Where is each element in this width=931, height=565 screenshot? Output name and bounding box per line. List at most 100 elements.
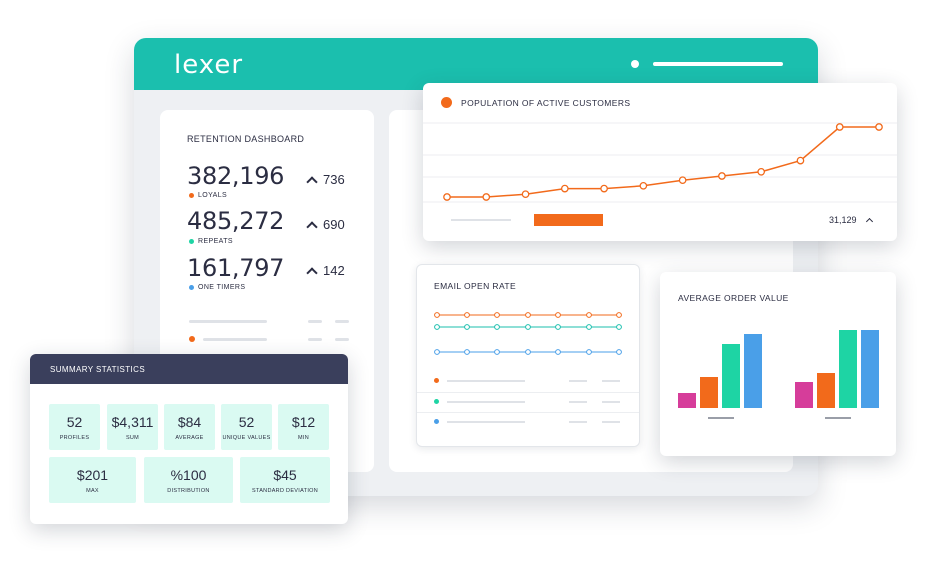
data-point xyxy=(494,312,500,318)
data-point xyxy=(434,312,440,318)
aov-chart xyxy=(678,330,879,419)
data-point xyxy=(464,324,470,330)
stat-tile-unique-values: 52 UNIQUE VALUES xyxy=(221,404,272,450)
data-point xyxy=(555,312,561,318)
up-caret-icon xyxy=(306,176,318,188)
stat-label: DISTRIBUTION xyxy=(167,488,210,494)
data-point xyxy=(616,324,622,330)
data-point xyxy=(494,324,500,330)
up-caret-icon xyxy=(306,221,318,233)
header-status-dot xyxy=(631,60,639,68)
data-point xyxy=(464,349,470,355)
data-point xyxy=(586,324,592,330)
data-point xyxy=(464,312,470,318)
placeholder-bar xyxy=(308,338,322,341)
highlight-bar xyxy=(534,214,603,226)
data-point xyxy=(482,193,491,201)
data-point xyxy=(443,193,451,201)
data-point xyxy=(616,312,622,318)
divider xyxy=(417,392,639,393)
one-timers-label: ONE TIMERS xyxy=(198,284,246,291)
stat-tile-sum: $4,311 SUM xyxy=(107,404,158,450)
population-line xyxy=(447,126,879,198)
one-timers-value: 161,797 xyxy=(187,254,285,282)
placeholder-bar xyxy=(569,421,587,423)
population-card: POPULATION OF ACTIVE CUSTOMERS 31,129 xyxy=(423,83,897,241)
stat-tile-max: $201 MAX xyxy=(49,457,136,503)
data-point xyxy=(525,312,531,318)
data-point xyxy=(835,123,844,131)
data-point xyxy=(494,349,500,355)
population-chart xyxy=(423,122,897,203)
axis-tick xyxy=(825,417,851,419)
stat-label: SUM xyxy=(125,435,140,441)
data-point xyxy=(616,349,622,355)
data-point xyxy=(718,172,726,180)
stat-tile-standard-deviation: $45 STANDARD DEVIATION xyxy=(240,457,330,503)
retention-title: RETENTION DASHBOARD xyxy=(187,134,305,144)
email-title: EMAIL OPEN RATE xyxy=(434,281,517,291)
legend-dot xyxy=(189,336,195,342)
loyals-value: 382,196 xyxy=(187,162,285,190)
loyals-dot xyxy=(189,193,194,198)
data-point xyxy=(560,184,569,193)
aov-bar xyxy=(795,382,813,408)
placeholder-bar xyxy=(602,421,620,423)
placeholder-bar xyxy=(447,380,525,382)
placeholder-bar xyxy=(308,320,322,323)
stat-label: STANDARD DEVIATION xyxy=(251,488,318,494)
data-point xyxy=(600,184,608,193)
aov-bar xyxy=(678,393,696,408)
average-order-value-card: AVERAGE ORDER VALUE xyxy=(660,272,896,456)
one-timers-delta: 142 xyxy=(323,263,345,278)
header-placeholder-bar xyxy=(653,62,783,66)
stat-value: 52 xyxy=(238,414,255,430)
aov-bar xyxy=(817,373,835,408)
repeats-delta: 690 xyxy=(323,217,345,232)
aov-bar xyxy=(700,377,718,408)
summary-statistics-card: SUMMARY STATISTICS 52 PROFILES $4,311 SU… xyxy=(30,354,348,524)
one-timers-dot xyxy=(189,285,194,290)
stat-label: PROFILES xyxy=(59,435,90,441)
stat-label: AVERAGE xyxy=(175,435,204,441)
placeholder-bar xyxy=(569,401,587,403)
data-point xyxy=(639,181,648,190)
data-point xyxy=(555,324,561,330)
placeholder-bar xyxy=(602,380,620,382)
stat-label: UNIQUE VALUES xyxy=(222,435,271,441)
series-dot xyxy=(441,97,452,108)
placeholder-bar xyxy=(203,338,267,341)
stat-value: $45 xyxy=(273,467,297,483)
data-point xyxy=(586,349,592,355)
placeholder-bar xyxy=(569,380,587,382)
data-point xyxy=(875,123,883,131)
stat-value: $84 xyxy=(177,414,202,430)
data-point xyxy=(525,349,531,355)
stat-tile-average: $84 AVERAGE xyxy=(164,404,215,450)
repeats-dot xyxy=(189,239,194,244)
stat-tile-profiles: 52 PROFILES xyxy=(49,404,100,450)
data-point xyxy=(521,190,530,199)
placeholder-bar xyxy=(189,320,267,323)
placeholder-bar xyxy=(451,219,511,221)
repeats-value: 485,272 xyxy=(187,207,285,235)
aov-bar xyxy=(839,330,857,408)
placeholder-bar xyxy=(335,338,349,341)
up-caret-icon xyxy=(306,267,318,279)
placeholder-bar xyxy=(335,320,349,323)
stat-tile-min: $12 MIN xyxy=(278,404,329,450)
stat-value: %100 xyxy=(170,467,207,483)
summary-title: SUMMARY STATISTICS xyxy=(50,365,146,374)
population-total: 31,129 xyxy=(829,215,857,225)
stat-value: $12 xyxy=(291,414,316,430)
stat-label: MAX xyxy=(86,488,99,494)
data-point xyxy=(555,349,561,355)
aov-title: AVERAGE ORDER VALUE xyxy=(678,293,789,303)
placeholder-bar xyxy=(602,401,620,403)
axis-tick xyxy=(708,417,734,419)
loyals-label: LOYALS xyxy=(198,192,228,199)
data-point xyxy=(678,176,687,185)
data-point xyxy=(757,167,766,176)
aov-bar xyxy=(722,344,740,408)
stat-value: $4,311 xyxy=(111,414,154,430)
